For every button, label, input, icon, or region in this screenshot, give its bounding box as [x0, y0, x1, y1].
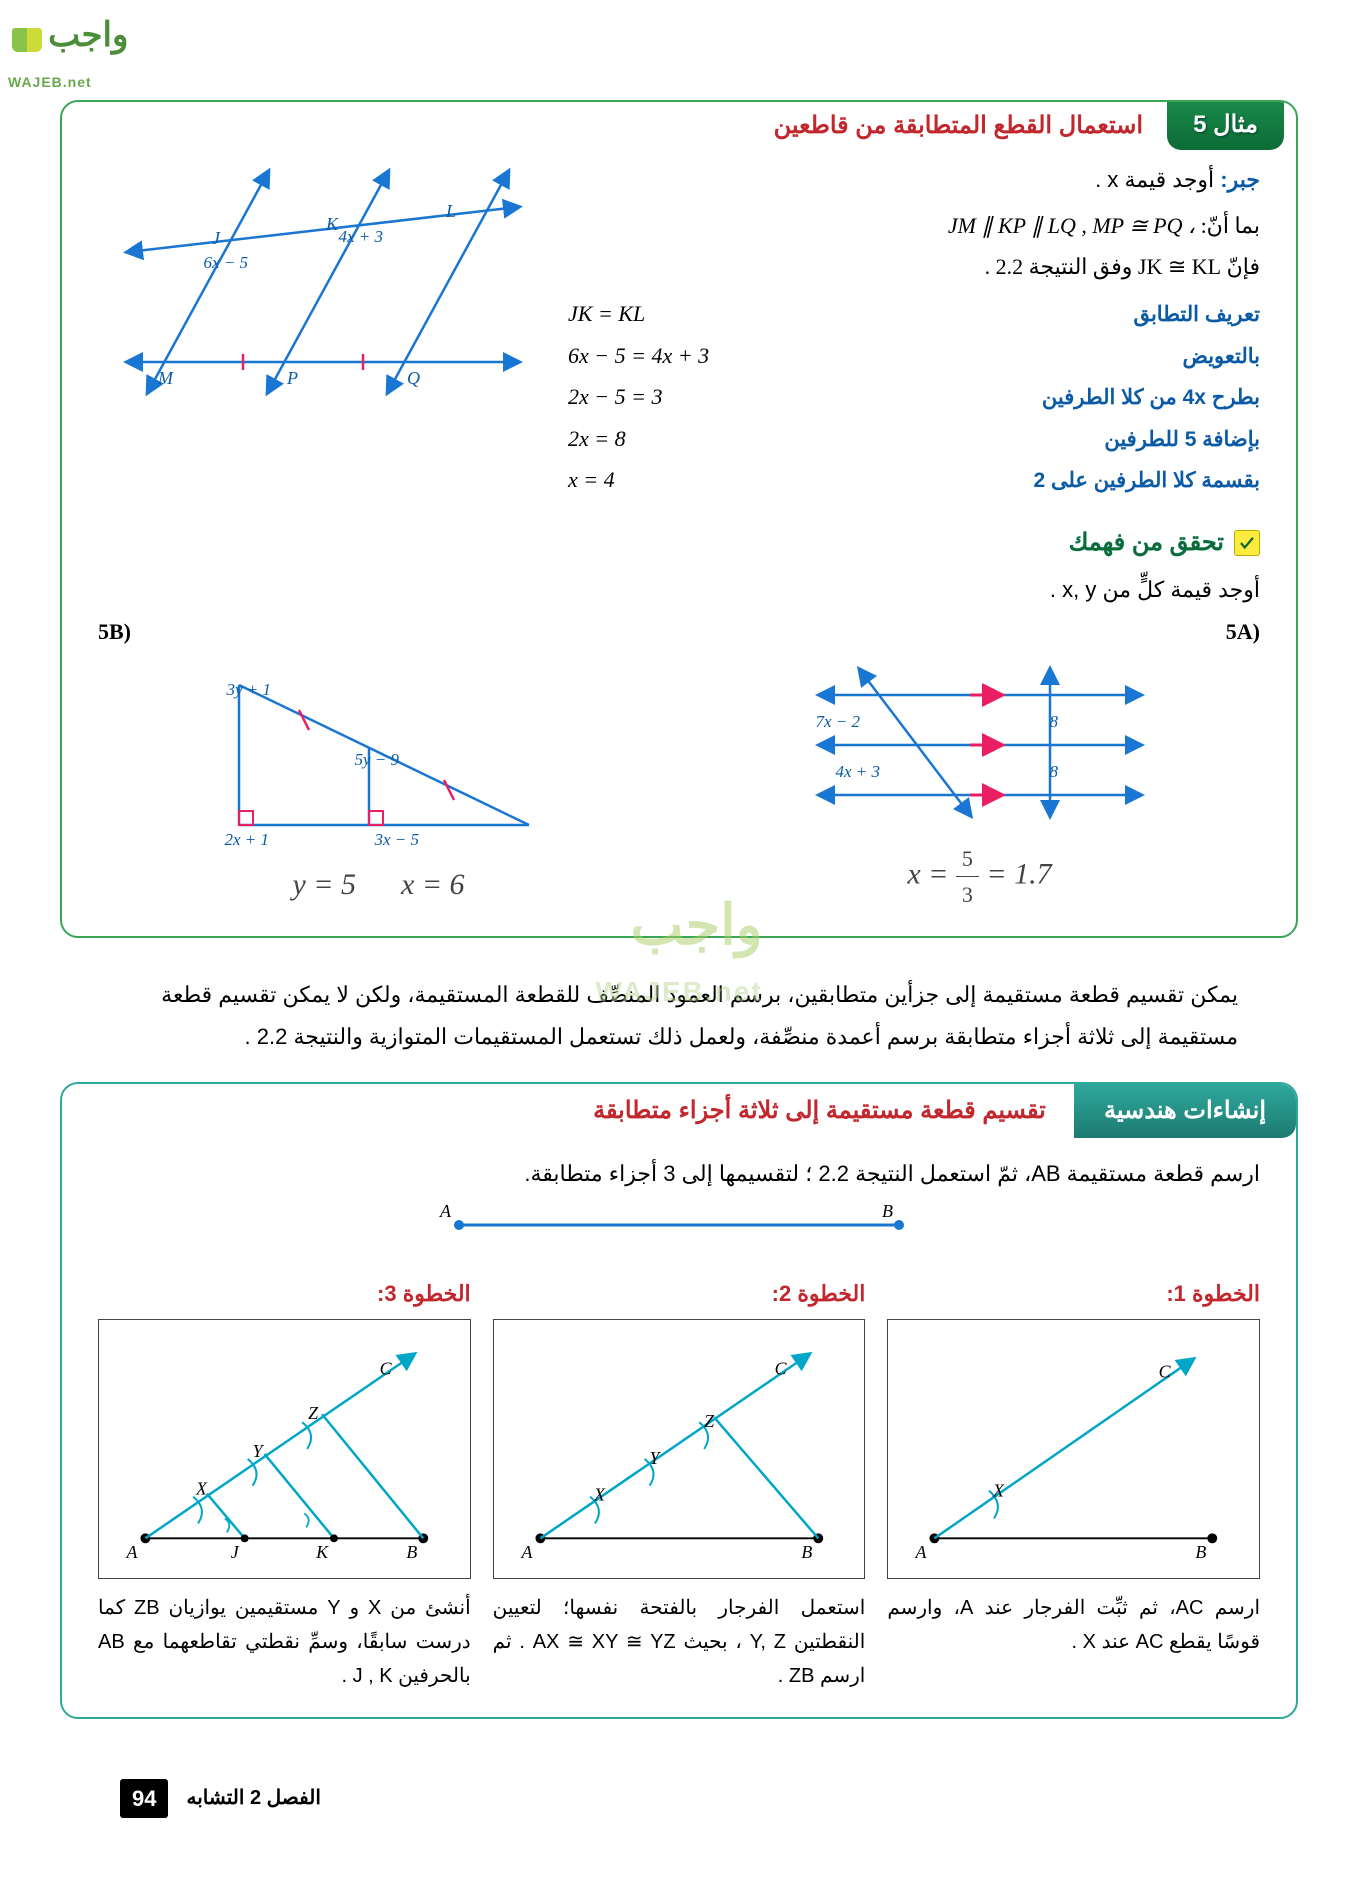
svg-text:J: J: [212, 228, 221, 248]
step-reason-1: بالتعويض: [768, 340, 1260, 374]
svg-text:8: 8: [1049, 712, 1058, 731]
constructions-tab: إنشاءات هندسية: [1074, 1084, 1296, 1138]
example-tab: مثال 5: [1167, 100, 1284, 150]
svg-text:L: L: [445, 201, 456, 221]
svg-text:A: A: [915, 1542, 927, 1562]
construction-step-3: الخطوة 3: A B C X Y Z: [98, 1276, 471, 1693]
segment-ab-figure: A B: [98, 1205, 1260, 1255]
step3-text: أنشئ من X و Y مستقيمين يوازيان ZB كما در…: [98, 1591, 471, 1693]
svg-text:C: C: [380, 1358, 393, 1378]
svg-text:B: B: [882, 1205, 893, 1221]
step-reason-4: بقسمة كلا الطرفين على 2: [768, 464, 1260, 498]
page-footer: الفصل 2 التشابه 94: [60, 1749, 1298, 1848]
example-text-column: جبر: أوجد قيمة x . بما أنّ: JM ∥ KP ∥ LQ…: [568, 162, 1260, 504]
answer-5b: y = 5 x = 6: [98, 861, 659, 909]
svg-text:3y + 1: 3y + 1: [225, 680, 271, 699]
svg-text:M: M: [157, 368, 174, 388]
step3-head: الخطوة 3:: [98, 1276, 471, 1311]
step1-text: ارسم AC، ثم ثبِّت الفرجار عند A، وارسم ق…: [887, 1591, 1260, 1659]
svg-text:J: J: [231, 1542, 240, 1562]
svg-text:A: A: [520, 1542, 532, 1562]
svg-text:B: B: [801, 1542, 812, 1562]
practice-5a: 5A): [699, 614, 1260, 913]
svg-text:8: 8: [1049, 762, 1058, 781]
example-title: استعمال القطع المتطابقة من قاطعين: [774, 107, 1143, 145]
label-5a: 5A): [699, 614, 1260, 649]
svg-text:4x + 3: 4x + 3: [835, 762, 880, 781]
svg-text:Z: Z: [308, 1403, 319, 1423]
label-5b: 5B): [98, 614, 659, 649]
step-reason-2: بطرح 4x من كلا الطرفين: [768, 381, 1260, 415]
answer-5a: x = 53 = 1.7: [699, 841, 1260, 912]
svg-text:P: P: [286, 368, 298, 388]
svg-text:C: C: [1159, 1361, 1172, 1381]
given-prefix: بما أنّ:: [1201, 213, 1260, 238]
footer-page-number: 94: [120, 1779, 168, 1818]
svg-text:A: A: [439, 1205, 452, 1221]
footer-chapter: الفصل 2 التشابه: [186, 1782, 320, 1814]
body-paragraph: يمكن تقسيم قطعة مستقيمة إلى جزأين متطابق…: [60, 956, 1298, 1082]
step-math-1: 6x − 5 = 4x + 3: [568, 338, 768, 373]
svg-text:Z: Z: [704, 1411, 715, 1431]
construction-step-1: الخطوة 1: A B C X ارسم AC،: [887, 1276, 1260, 1693]
svg-text:K: K: [325, 214, 339, 234]
check-icon: [1234, 530, 1260, 556]
practice-5b: 5B) 3y + 1 5y − 9 2x + 1: [98, 614, 659, 909]
svg-text:Q: Q: [407, 368, 420, 388]
step2-head: الخطوة 2:: [493, 1276, 866, 1311]
step-reason-3: بإضافة 5 للطرفين: [768, 423, 1260, 457]
step-math-3: 2x = 8: [568, 421, 768, 456]
svg-text:X: X: [992, 1480, 1005, 1500]
check-title: تحقق من فهمك: [1069, 524, 1224, 562]
check-understanding: تحقق من فهمك: [98, 524, 1260, 562]
step-math-0: JK = KL: [568, 296, 768, 331]
example-figure: J K L M P Q 6x − 5 4x + 3: [98, 162, 538, 504]
svg-text:A: A: [126, 1542, 138, 1562]
fig-expr-left: 6x − 5: [203, 253, 248, 272]
fig-expr-right: 4x + 3: [338, 227, 383, 246]
svg-text:X: X: [195, 1478, 208, 1498]
svg-text:X: X: [593, 1484, 606, 1504]
constructions-box: إنشاءات هندسية تقسيم قطعة مستقيمة إلى ثل…: [60, 1082, 1298, 1719]
check-prompt: أوجد قيمة كلٍّ من x, y .: [62, 572, 1296, 613]
svg-text:5y − 9: 5y − 9: [354, 750, 399, 769]
svg-text:B: B: [406, 1542, 417, 1562]
algebra-label: جبر:: [1220, 167, 1260, 192]
svg-text:B: B: [1196, 1542, 1207, 1562]
given-math: JM ∥ KP ∥ LQ , MP ≅ PQ ،: [948, 208, 1195, 243]
step-math-4: x = 4: [568, 462, 768, 497]
svg-text:C: C: [774, 1358, 787, 1378]
step2-text: استعمل الفرجار بالفتحة نفسها؛ لتعيين الن…: [493, 1591, 866, 1693]
construction-step-2: الخطوة 2: A B C X: [493, 1276, 866, 1693]
constructions-title: تقسيم قطعة مستقيمة إلى ثلاثة أجزاء متطاب…: [593, 1092, 1046, 1130]
svg-text:3x − 5: 3x − 5: [373, 830, 419, 845]
algebra-prompt: أوجد قيمة x .: [1095, 167, 1214, 192]
step-reason-0: تعريف التطابق: [768, 298, 1260, 332]
construction-intro: ارسم قطعة مستقيمة AB، ثمّ استعمل النتيجة…: [98, 1156, 1260, 1191]
therefore-line: فإنّ JK ≅ KL وفق النتيجة 2.2 .: [568, 249, 1260, 284]
step1-head: الخطوة 1:: [887, 1276, 1260, 1311]
solution-steps: JK = KLتعريف التطابق 6x − 5 = 4x + 3بالت…: [568, 296, 1260, 498]
construction-steps-row: الخطوة 1: A B C X ارسم AC،: [98, 1276, 1260, 1693]
svg-text:7x − 2: 7x − 2: [815, 712, 860, 731]
step-math-2: 2x − 5 = 3: [568, 379, 768, 414]
svg-text:K: K: [315, 1542, 329, 1562]
example-5-box: مثال 5 استعمال القطع المتطابقة من قاطعين…: [60, 100, 1298, 938]
svg-text:2x + 1: 2x + 1: [224, 830, 269, 845]
